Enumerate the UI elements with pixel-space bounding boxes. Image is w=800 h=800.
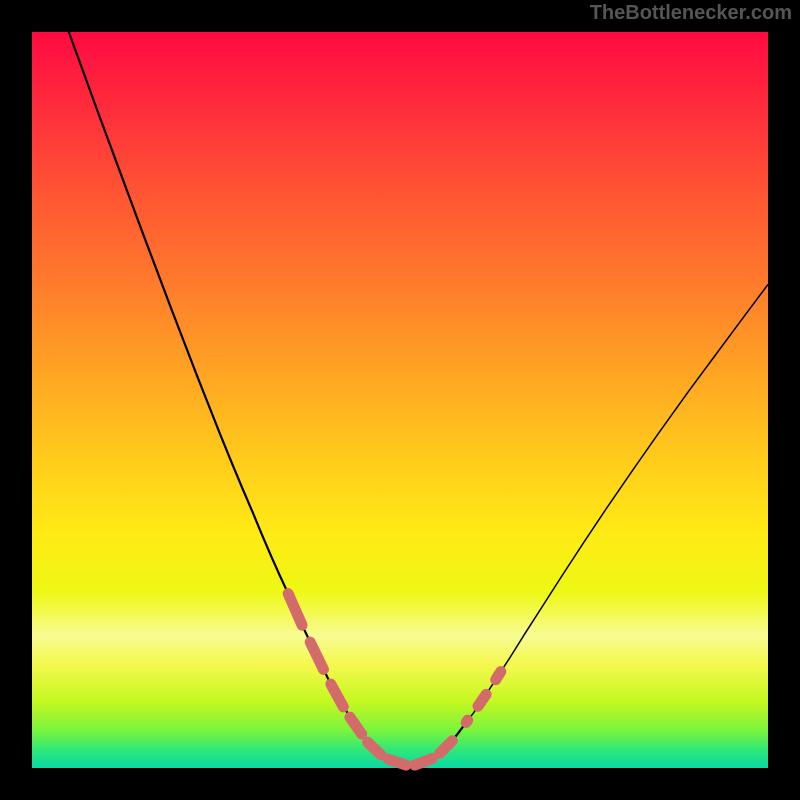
watermark-text: TheBottlenecker.com xyxy=(590,2,792,25)
dash-segment xyxy=(496,672,501,680)
chart-svg xyxy=(32,32,768,768)
dash-segment xyxy=(350,717,362,734)
curve-left_curve xyxy=(69,32,464,766)
dash-segment xyxy=(466,720,467,722)
dash-segment xyxy=(440,741,453,754)
dash-segment xyxy=(368,742,381,755)
dash-segment xyxy=(478,694,486,706)
dash-segment xyxy=(288,594,302,626)
dash-segment xyxy=(388,759,406,765)
plot-area xyxy=(32,32,768,768)
dash-segment xyxy=(331,684,344,707)
dash-segment xyxy=(415,758,433,765)
curve-right_curve xyxy=(464,284,768,725)
dash-overlay xyxy=(288,594,501,765)
dash-segment xyxy=(310,642,323,669)
